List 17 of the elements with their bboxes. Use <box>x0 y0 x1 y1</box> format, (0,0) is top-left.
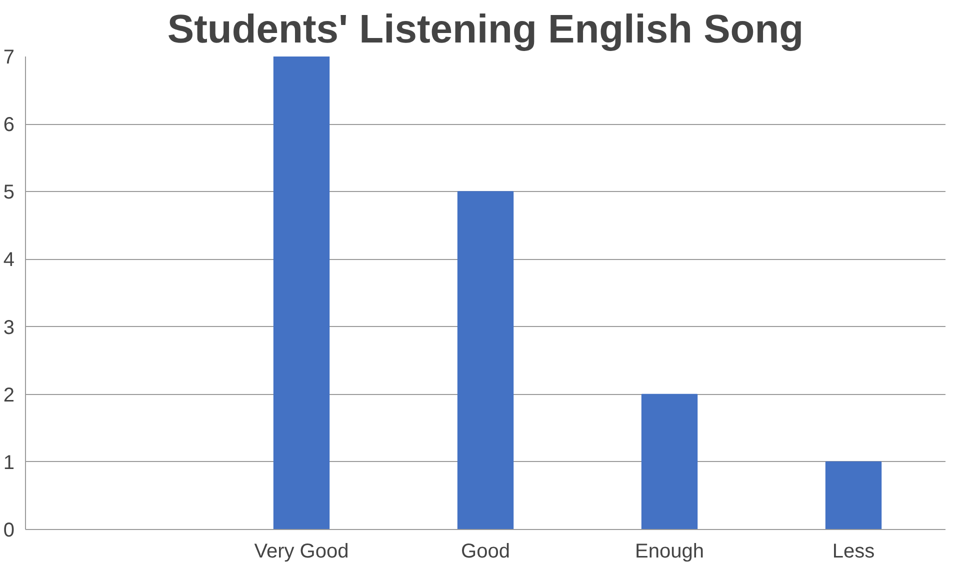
y-tick-label: 2 <box>3 384 14 406</box>
x-tick-label: Good <box>461 540 510 562</box>
bar <box>273 56 330 530</box>
y-tick-label: 7 <box>3 46 14 68</box>
y-tick-label: 4 <box>3 249 14 272</box>
bar <box>825 461 882 530</box>
bar <box>457 191 514 530</box>
x-tick-label: Less <box>832 540 875 562</box>
x-tick-label: Very Good <box>254 540 349 562</box>
chart-title: Students' Listening English Song <box>167 8 804 52</box>
y-tick-label: 3 <box>3 316 14 339</box>
y-tick-label: 5 <box>3 182 14 204</box>
y-tick-label: 6 <box>3 114 14 136</box>
y-tick-label: 1 <box>3 452 14 474</box>
x-tick-label: Enough <box>635 540 704 562</box>
y-tick-label: 0 <box>3 520 14 542</box>
bar <box>641 394 698 530</box>
